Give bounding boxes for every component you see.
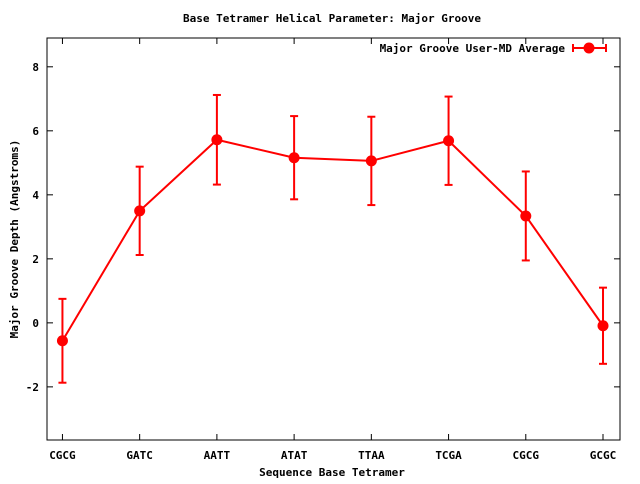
x-tick-label: ATAT xyxy=(281,449,308,462)
x-tick-label: CGCG xyxy=(49,449,76,462)
legend-label: Major Groove User-MD Average xyxy=(380,42,566,55)
plot-frame xyxy=(46,37,621,441)
x-tick-label: GCGC xyxy=(590,449,617,462)
data-point xyxy=(134,205,146,217)
data-point xyxy=(443,135,455,147)
data-point xyxy=(520,210,532,222)
y-tick-label: 6 xyxy=(32,125,39,138)
legend: Major Groove User-MD Average xyxy=(380,42,607,55)
data-point xyxy=(597,320,609,332)
x-tick-label: AATT xyxy=(204,449,231,462)
y-tick-label: 4 xyxy=(32,189,39,202)
x-tick-label: GATC xyxy=(126,449,153,462)
data-point xyxy=(288,152,300,164)
legend-marker xyxy=(583,42,595,54)
y-tick-label: 8 xyxy=(32,61,39,74)
x-tick-label: CGCG xyxy=(513,449,540,462)
x-tick-label: TCGA xyxy=(435,449,462,462)
data-point xyxy=(211,134,223,146)
x-axis-label: Sequence Base Tetramer xyxy=(259,466,405,479)
y-tick-label: 2 xyxy=(32,253,39,266)
y-tick-label: 0 xyxy=(32,317,39,330)
x-tick-label: TTAA xyxy=(358,449,385,462)
data-point xyxy=(365,155,377,167)
data-point xyxy=(56,335,68,347)
y-tick-label: -2 xyxy=(26,381,39,394)
series-line xyxy=(61,138,604,342)
chart-title: Base Tetramer Helical Parameter: Major G… xyxy=(183,12,481,25)
y-axis-label: Major Groove Depth (Angstroms) xyxy=(8,140,21,339)
